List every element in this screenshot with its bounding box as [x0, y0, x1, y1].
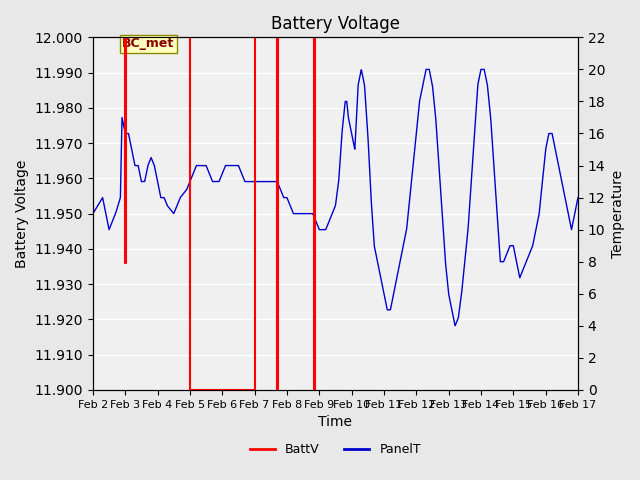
X-axis label: Time: Time — [319, 415, 353, 429]
Legend: BattV, PanelT: BattV, PanelT — [245, 438, 426, 461]
Y-axis label: Temperature: Temperature — [611, 169, 625, 258]
Title: Battery Voltage: Battery Voltage — [271, 15, 400, 33]
Text: BC_met: BC_met — [122, 37, 174, 50]
Y-axis label: Battery Voltage: Battery Voltage — [15, 159, 29, 268]
